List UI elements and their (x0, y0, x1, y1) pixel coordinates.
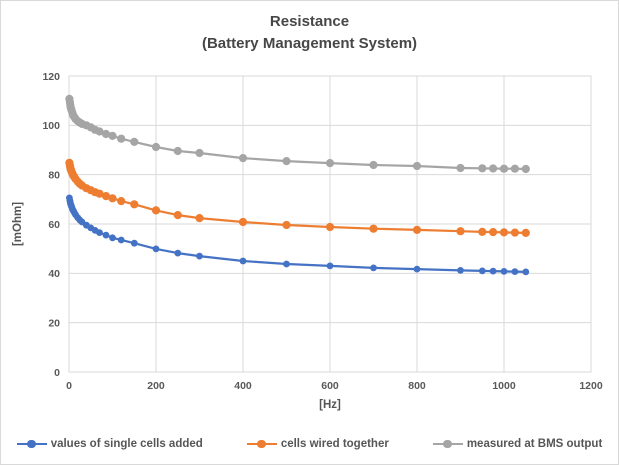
series-marker-icon (246, 439, 277, 449)
series-measured-at-bms-output (65, 94, 530, 174)
data-point-marker (108, 194, 117, 203)
data-point-marker (195, 214, 204, 223)
y-axis-title: [mOhm] (12, 201, 24, 247)
data-point-marker (174, 249, 182, 257)
data-point-marker (489, 164, 498, 173)
y-tick-label: 40 (48, 268, 60, 280)
data-point-marker (101, 192, 111, 201)
chart-title: Resistance (269, 13, 350, 30)
data-point-marker (489, 228, 498, 237)
data-point-marker (457, 267, 464, 274)
data-point-marker (117, 197, 126, 206)
x-tick-label: 0 (66, 380, 72, 392)
x-tick-label: 1000 (492, 380, 516, 392)
chart-subtitle: (Battery Management System) (201, 35, 418, 52)
series-line (68, 98, 526, 171)
y-tick-label: 20 (48, 317, 60, 329)
y-tick-label: 60 (48, 219, 60, 231)
data-point-marker (369, 160, 378, 170)
series-marker-icon (432, 439, 463, 449)
data-point-marker (195, 148, 204, 158)
data-point-marker (325, 159, 335, 168)
y-tick-label: 120 (42, 71, 60, 83)
data-point-marker (412, 161, 422, 171)
data-point-marker (95, 127, 104, 136)
x-tick-label: 200 (147, 380, 165, 392)
data-point-marker (117, 236, 125, 244)
data-point-marker (282, 220, 291, 230)
legend-item: values of single cells added (16, 438, 203, 450)
legend: values of single cells added cells wired… (1, 438, 618, 450)
data-point-marker (109, 234, 116, 242)
data-point-marker (511, 268, 519, 275)
x-tick-label: 400 (234, 380, 252, 392)
data-point-marker (238, 154, 248, 163)
plot-border (68, 75, 592, 373)
data-point-marker (196, 252, 203, 260)
data-point-marker (325, 222, 335, 232)
data-point-marker (151, 142, 161, 152)
data-point-marker (173, 146, 182, 156)
series-line (68, 162, 526, 234)
data-point-marker (102, 231, 110, 239)
data-point-marker (499, 164, 509, 173)
data-point-marker (173, 211, 182, 220)
data-point-marker (456, 163, 465, 173)
data-point-marker (412, 225, 422, 234)
data-point-marker (521, 164, 530, 174)
y-tick-label: 100 (42, 120, 60, 132)
chart-title-block: Resistance (Battery Management System) (1, 11, 618, 55)
data-point-marker (521, 228, 530, 237)
data-point-marker (522, 268, 530, 276)
data-point-marker (489, 267, 497, 275)
data-point-marker (326, 262, 334, 270)
data-point-marker (101, 129, 111, 139)
data-point-marker (478, 164, 487, 173)
y-axis-tick-labels: 0 20 40 60 80 100 120 (42, 71, 60, 379)
y-tick-label: 80 (48, 169, 60, 181)
x-axis-tick-labels: 0 200 400 600 800 1000 1200 (66, 380, 603, 392)
legend-item: cells wired together (246, 438, 389, 450)
legend-item-label: values of single cells added (50, 438, 203, 450)
data-point-marker (478, 227, 487, 236)
data-point-marker (130, 200, 139, 209)
series-cells-wired-together (65, 158, 530, 237)
data-point-marker (130, 239, 138, 247)
legend-item-label: cells wired together (280, 438, 389, 450)
data-point-marker (108, 131, 117, 140)
data-point-marker (282, 157, 291, 166)
data-point-marker (151, 206, 161, 215)
data-point-marker (152, 245, 160, 253)
data-point-marker (96, 229, 103, 237)
data-point-marker (456, 227, 465, 236)
legend-item: measured at BMS output (432, 438, 603, 450)
data-point-marker (283, 260, 290, 268)
series-values-of-single-cells-added (66, 194, 530, 276)
data-point-marker (369, 224, 378, 233)
data-point-marker (238, 217, 248, 227)
x-axis-title: [Hz] (319, 399, 341, 411)
data-point-marker (370, 264, 377, 272)
data-point-marker (478, 267, 486, 275)
x-tick-label: 800 (408, 380, 426, 392)
y-tick-label: 0 (54, 367, 60, 379)
x-tick-label: 600 (321, 380, 339, 392)
data-point-marker (117, 134, 126, 143)
data-point-marker (413, 265, 421, 273)
x-tick-label: 1200 (579, 380, 603, 392)
series-line (68, 197, 526, 273)
legend-item-label: measured at BMS output (466, 438, 603, 450)
data-point-marker (500, 268, 508, 275)
data-point-marker (130, 137, 139, 146)
series-marker-icon (16, 439, 47, 449)
data-point-marker (510, 164, 519, 173)
data-point-marker (239, 257, 247, 265)
data-point-marker (510, 228, 519, 237)
data-point-marker (499, 228, 509, 237)
data-point-marker (95, 189, 104, 198)
